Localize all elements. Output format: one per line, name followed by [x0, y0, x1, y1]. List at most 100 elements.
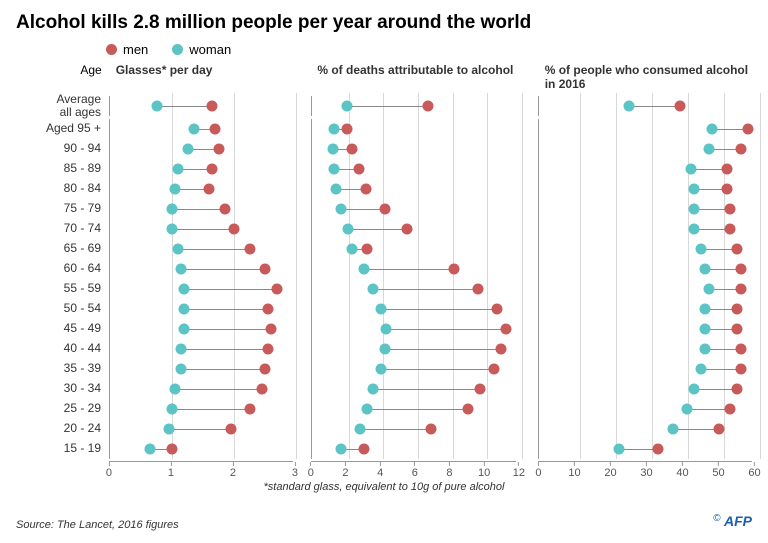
x-axis-2: 0102030405060	[538, 461, 752, 477]
men-point	[426, 424, 437, 435]
connector-line	[184, 289, 277, 290]
women-point	[167, 224, 178, 235]
connector-line	[373, 389, 480, 390]
age-label: 65 - 69	[16, 242, 109, 255]
connector-line	[341, 209, 384, 210]
men-point	[207, 164, 218, 175]
age-label: 75 - 79	[16, 202, 109, 215]
connector-line	[181, 349, 268, 350]
men-point	[736, 344, 747, 355]
x-tick: 10	[478, 462, 490, 479]
women-point	[336, 444, 347, 455]
panel-1-row	[311, 279, 517, 299]
panel-1-row	[311, 159, 517, 179]
women-point	[613, 444, 624, 455]
women-point	[329, 164, 340, 175]
men-point	[244, 404, 255, 415]
panel-0-row	[109, 119, 293, 139]
women-point	[179, 304, 190, 315]
men-point	[272, 284, 283, 295]
women-point	[145, 444, 156, 455]
x-tick: 4	[377, 462, 383, 479]
women-point	[689, 224, 700, 235]
connector-line	[629, 106, 679, 107]
data-row: 25 - 29	[16, 399, 752, 419]
panel-2-row	[538, 96, 752, 116]
legend-women-dot	[172, 44, 183, 55]
panel-2-row	[538, 399, 752, 419]
x-tick: 0	[308, 462, 314, 479]
panel-1-row	[311, 359, 517, 379]
panel-0-row	[109, 96, 293, 116]
men-point	[736, 264, 747, 275]
x-tick: 1	[168, 462, 174, 479]
men-point	[360, 184, 371, 195]
panel-0-row	[109, 179, 293, 199]
women-point	[176, 264, 187, 275]
men-point	[736, 144, 747, 155]
women-point	[341, 101, 352, 112]
connector-line	[157, 106, 213, 107]
legend: men woman	[106, 42, 752, 57]
men-point	[379, 204, 390, 215]
age-label: 80 - 84	[16, 182, 109, 195]
women-point	[346, 244, 357, 255]
panel-0-row	[109, 439, 293, 459]
men-point	[225, 424, 236, 435]
women-point	[367, 284, 378, 295]
women-point	[176, 364, 187, 375]
data-row: 30 - 34	[16, 379, 752, 399]
connector-line	[172, 209, 225, 210]
women-point	[689, 184, 700, 195]
age-label: 30 - 34	[16, 382, 109, 395]
x-tick: 2	[342, 462, 348, 479]
data-row: 60 - 64	[16, 259, 752, 279]
men-point	[204, 184, 215, 195]
men-point	[448, 264, 459, 275]
panel-2-row	[538, 379, 752, 399]
women-point	[188, 124, 199, 135]
legend-men-label: men	[123, 42, 148, 57]
connector-line	[673, 429, 720, 430]
x-tick: 10	[568, 462, 580, 479]
age-label: 45 - 49	[16, 322, 109, 335]
panel-1-row	[311, 239, 517, 259]
men-point	[260, 364, 271, 375]
women-point	[173, 164, 184, 175]
data-row: 15 - 19	[16, 439, 752, 459]
x-tick: 0	[535, 462, 541, 479]
women-point	[367, 384, 378, 395]
panel-1-row	[311, 139, 517, 159]
connector-line	[381, 309, 497, 310]
women-point	[170, 184, 181, 195]
age-label: 60 - 64	[16, 262, 109, 275]
women-point	[703, 144, 714, 155]
men-point	[402, 224, 413, 235]
panel-2-row	[538, 199, 752, 219]
age-label: Aged 95 +	[16, 122, 109, 135]
panel-0-row	[109, 199, 293, 219]
footnote: *standard glass, equivalent to 10g of pu…	[16, 481, 752, 493]
women-point	[707, 124, 718, 135]
men-point	[714, 424, 725, 435]
men-point	[266, 324, 277, 335]
men-point	[721, 184, 732, 195]
age-label: 55 - 59	[16, 282, 109, 295]
men-point	[362, 244, 373, 255]
women-point	[700, 264, 711, 275]
connector-line	[181, 369, 265, 370]
age-label: 85 - 89	[16, 162, 109, 175]
women-point	[376, 304, 387, 315]
panel-2-row	[538, 439, 752, 459]
connector-line	[172, 409, 250, 410]
panel-2-row	[538, 219, 752, 239]
women-point	[182, 144, 193, 155]
panel-2-row	[538, 359, 752, 379]
men-point	[725, 224, 736, 235]
age-label: 20 - 24	[16, 422, 109, 435]
data-row: 70 - 74	[16, 219, 752, 239]
panel-0-row	[109, 419, 293, 439]
age-label: Average all ages	[16, 93, 109, 119]
x-tick: 60	[748, 462, 760, 479]
source-text: Source: The Lancet, 2016 figures	[16, 519, 179, 531]
